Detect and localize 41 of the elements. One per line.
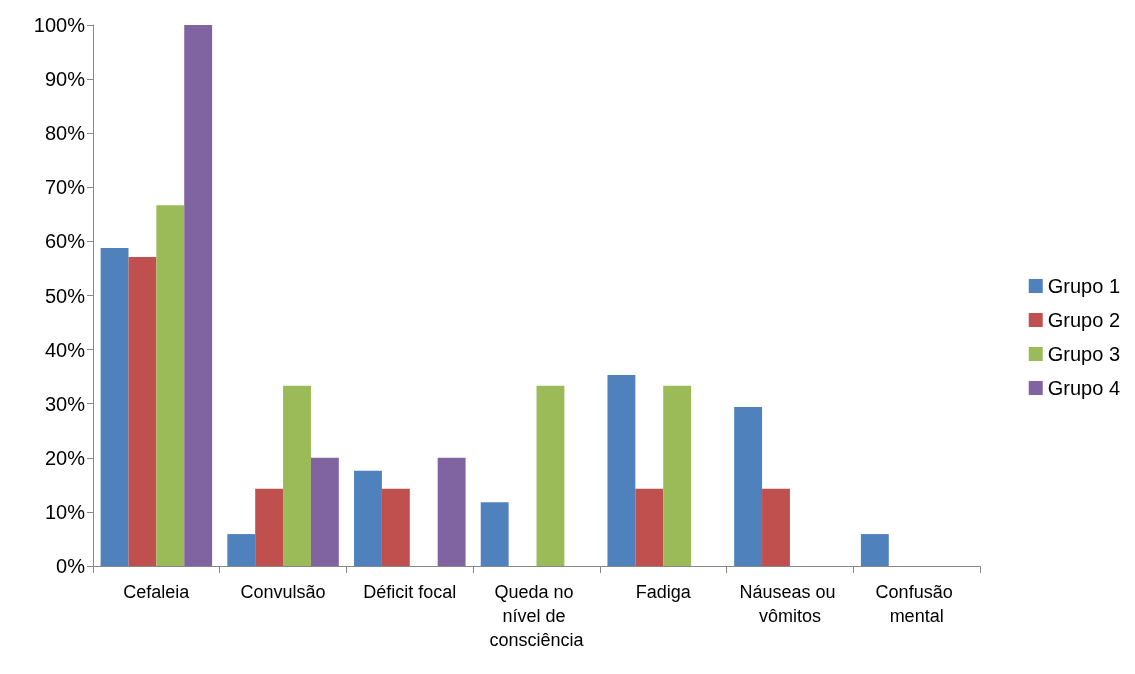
y-tick-label: 80% <box>44 122 86 145</box>
y-tick-label: 20% <box>44 446 86 469</box>
bar <box>184 25 213 566</box>
bar <box>156 205 185 566</box>
bar <box>762 488 790 566</box>
x-tick-label: Confusão mental <box>875 582 958 626</box>
bar <box>480 502 509 566</box>
legend-label: Grupo 2 <box>1047 309 1120 331</box>
bar <box>354 470 382 566</box>
bar <box>100 247 129 566</box>
y-tick-label: 30% <box>44 392 86 415</box>
bar <box>635 488 664 566</box>
x-tick-label: Déficit focal <box>363 582 457 602</box>
y-tick-label: 0% <box>56 555 86 577</box>
y-tick-label: 10% <box>44 500 86 523</box>
x-tick-label: Náuseas ou vômitos <box>739 582 841 626</box>
bar <box>255 488 284 566</box>
bar <box>227 534 256 566</box>
x-tick-label: Convulsão <box>240 582 326 602</box>
y-tick-label: 40% <box>44 338 86 361</box>
bar <box>437 457 466 566</box>
bar <box>536 385 565 566</box>
x-tick-label: Cefaleia <box>123 582 191 602</box>
y-tick-label: 50% <box>44 284 86 307</box>
bar <box>734 406 763 566</box>
bar <box>860 534 889 566</box>
bar <box>128 257 157 566</box>
bar <box>310 457 339 566</box>
legend-label: Grupo 3 <box>1047 343 1120 365</box>
legend-label: Grupo 4 <box>1047 377 1120 399</box>
legend-label: Grupo 1 <box>1047 275 1120 297</box>
bar <box>663 385 692 566</box>
bar <box>607 375 636 566</box>
y-tick-label: 70% <box>44 176 86 199</box>
bar <box>283 385 311 566</box>
y-tick-label: 60% <box>44 230 86 253</box>
y-tick-label: 90% <box>44 68 86 91</box>
bar <box>381 488 410 566</box>
y-tick-label: 100% <box>33 14 86 36</box>
x-tick-label: Queda no nível de consciência <box>489 582 585 650</box>
x-tick-label: Fadiga <box>635 582 692 602</box>
